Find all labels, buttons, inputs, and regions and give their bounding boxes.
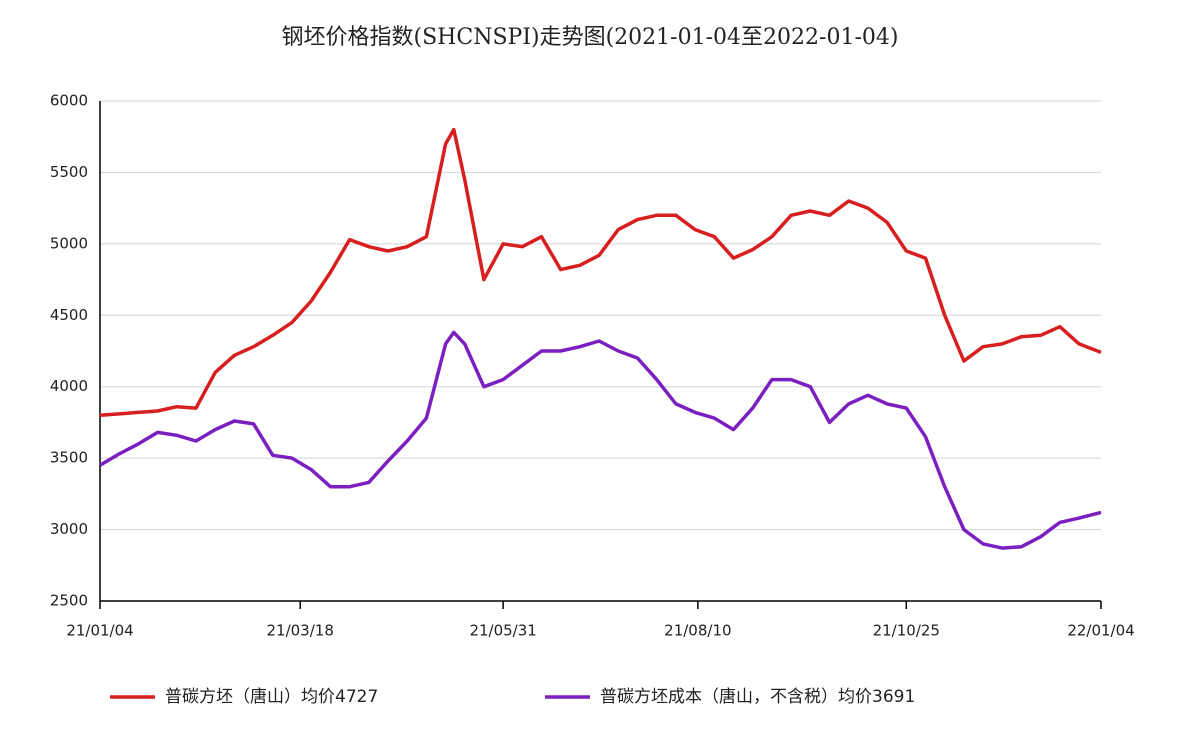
legend-label: 普碳方坯成本（唐山，不含税）均价3691 [600,686,915,707]
x-tick-label: 21/01/04 [66,622,133,640]
x-tick-label: 21/03/18 [267,622,334,640]
x-tick-label: 21/10/25 [873,622,940,640]
y-tick-label: 6000 [50,92,88,110]
x-tick-label: 22/01/04 [1067,622,1134,640]
x-tick-label: 21/08/10 [664,622,731,640]
y-tick-label: 5500 [50,163,88,181]
y-tick-label: 2500 [50,592,88,610]
y-tick-label: 4000 [50,377,88,395]
series-line [99,330,1102,550]
y-tick-label: 3000 [50,520,88,538]
y-tick-label: 4500 [50,306,88,324]
x-tick-label: 21/05/31 [469,622,536,640]
series-line [99,127,1102,418]
chart-title: 钢坯价格指数(SHCNSPI)走势图(2021-01-04至2022-01-04… [282,25,899,50]
y-tick-label: 5000 [50,234,88,252]
y-tick-label: 3500 [50,449,88,467]
legend-label: 普碳方坯（唐山）均价4727 [165,686,378,707]
